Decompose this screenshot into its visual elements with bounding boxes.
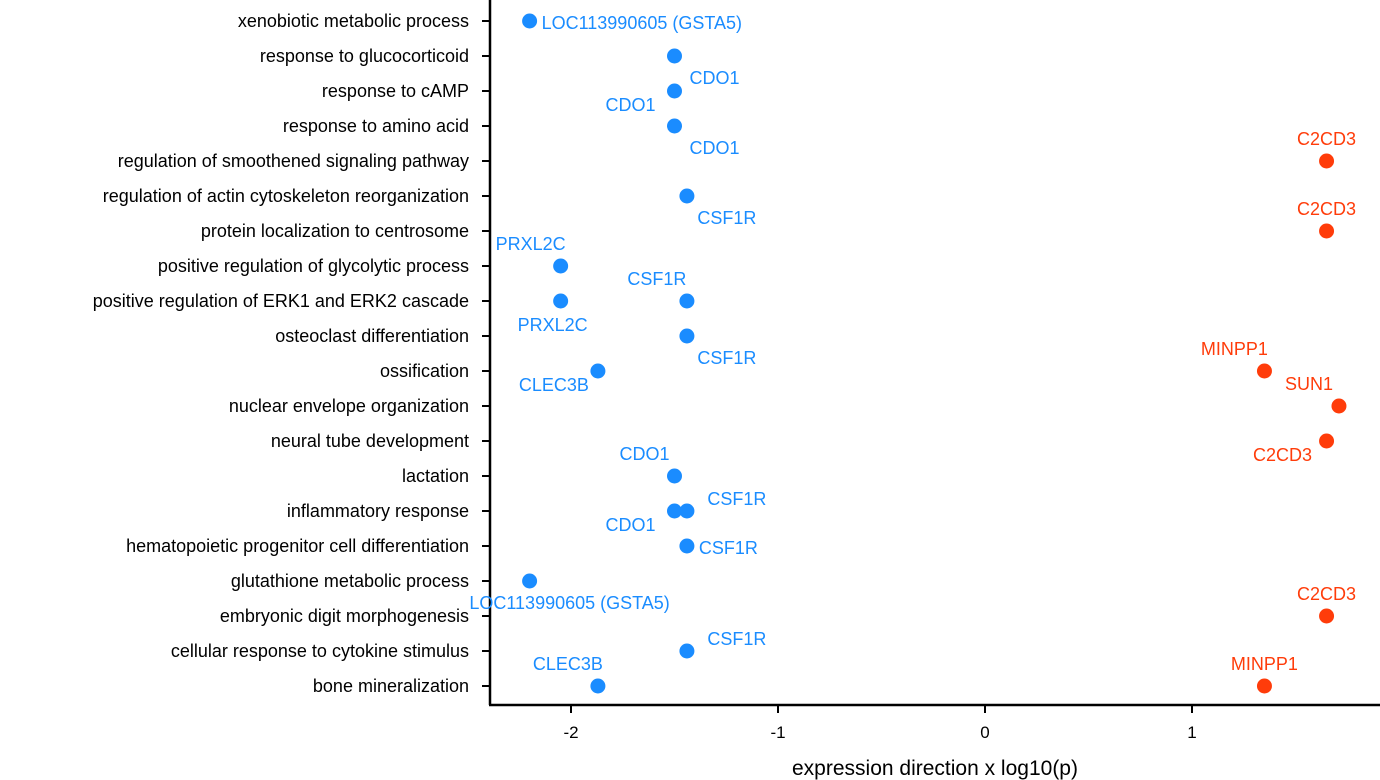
y-category-label: osteoclast differentiation: [275, 326, 469, 346]
data-point: [667, 468, 682, 484]
gene-label: CDO1: [605, 515, 655, 535]
data-point: [1319, 608, 1335, 624]
y-category-label: inflammatory response: [287, 501, 469, 521]
gene-label: C2CD3: [1253, 445, 1312, 465]
y-category-label: regulation of smoothened signaling pathw…: [118, 151, 469, 171]
data-point: [1319, 433, 1335, 449]
y-category-label: glutathione metabolic process: [231, 571, 469, 591]
y-category-label: positive regulation of ERK1 and ERK2 cas…: [93, 291, 469, 311]
data-point: [679, 503, 695, 519]
y-category-label: response to glucocorticoid: [260, 46, 469, 66]
data-point: [553, 258, 569, 274]
gene-label: CDO1: [605, 95, 655, 115]
data-point: [1319, 153, 1335, 169]
data-point: [522, 573, 538, 589]
data-point: [1256, 678, 1272, 694]
data-point: [679, 293, 695, 309]
data-point: [590, 678, 606, 694]
gene-label: CSF1R: [707, 629, 766, 649]
data-point: [553, 293, 569, 309]
data-point: [522, 13, 538, 29]
gene-label: LOC113990605 (GSTA5): [542, 13, 742, 33]
y-category-label: ossification: [380, 361, 469, 381]
gene-label: CLEC3B: [519, 375, 589, 395]
x-tick-label: -1: [770, 723, 785, 742]
gene-label: MINPP1: [1231, 654, 1298, 674]
gene-label: C2CD3: [1297, 199, 1356, 219]
y-category-label: neural tube development: [271, 431, 469, 451]
y-category-label: regulation of actin cytoskeleton reorgan…: [103, 186, 469, 206]
data-point: [667, 48, 682, 64]
gene-label: PRXL2C: [518, 315, 588, 335]
data-point: [1256, 363, 1272, 379]
y-category-label: response to cAMP: [322, 81, 469, 101]
gene-label: MINPP1: [1201, 339, 1268, 359]
data-point: [1331, 398, 1347, 414]
data-point: [667, 83, 682, 99]
gene-label: CDO1: [689, 68, 739, 88]
axes: [488, 0, 1380, 707]
y-category-label: response to amino acid: [283, 116, 469, 136]
gene-label: C2CD3: [1297, 584, 1356, 604]
data-point: [590, 363, 606, 379]
y-category-label: cellular response to cytokine stimulus: [171, 641, 469, 661]
y-category-label: lactation: [402, 466, 469, 486]
data-points: [522, 13, 1347, 694]
gene-label: CLEC3B: [533, 654, 603, 674]
x-tick-label: -2: [563, 723, 578, 742]
gene-label: CSF1R: [697, 348, 756, 368]
gene-label: C2CD3: [1297, 129, 1356, 149]
gene-label: PRXL2C: [496, 234, 566, 254]
gene-label: CSF1R: [697, 208, 756, 228]
gene-label: CSF1R: [707, 489, 766, 509]
y-category-label: positive regulation of glycolytic proces…: [158, 256, 469, 276]
gene-label: LOC113990605 (GSTA5): [469, 593, 669, 613]
gene-label: CSF1R: [627, 269, 686, 289]
y-category-label: protein localization to centrosome: [201, 221, 469, 241]
data-point: [1319, 223, 1335, 239]
y-category-label: embryonic digit morphogenesis: [220, 606, 469, 626]
y-axis-categories: xenobiotic metabolic process response to …: [93, 11, 490, 696]
data-point: [667, 118, 682, 134]
point-labels: LOC113990605 (GSTA5) CDO1 CDO1 CDO1 C2CD3 CSF…: [469, 13, 1356, 674]
gene-label: CSF1R: [699, 538, 758, 558]
x-axis-ticks: -2 -1 0 1: [563, 705, 1197, 742]
y-category-label: nuclear envelope organization: [229, 396, 469, 416]
data-point: [679, 538, 695, 554]
gene-label: SUN1: [1285, 374, 1333, 394]
data-point: [679, 328, 695, 344]
y-category-label: hematopoietic progenitor cell differenti…: [126, 536, 469, 556]
x-tick-label: 1: [1187, 723, 1196, 742]
x-tick-label: 0: [980, 723, 989, 742]
y-category-label: xenobiotic metabolic process: [238, 11, 469, 31]
data-point: [679, 188, 695, 204]
data-point: [679, 643, 695, 659]
y-category-label: bone mineralization: [313, 676, 469, 696]
data-point: [667, 503, 682, 519]
gene-label: CDO1: [689, 138, 739, 158]
x-axis-title: expression direction x log10(p): [792, 757, 1078, 780]
gene-label: CDO1: [619, 444, 669, 464]
